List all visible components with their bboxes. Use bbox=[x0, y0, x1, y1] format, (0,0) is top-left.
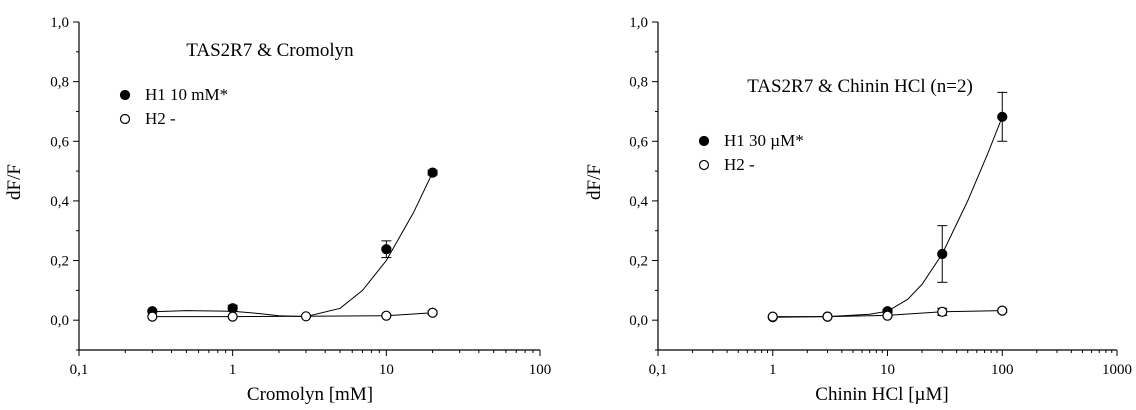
legend-label: H2 - bbox=[724, 155, 755, 174]
x-tick-label: 100 bbox=[529, 362, 552, 378]
data-point-filled bbox=[427, 167, 438, 178]
chart-chinin-hcl: TAS2R7 & Chinin HCl (n=2) Chinin HCl [µM… bbox=[584, 15, 1132, 405]
y-tick-label: 0,4 bbox=[629, 194, 648, 210]
data-point-filled bbox=[997, 111, 1008, 122]
y-tick-label: 0,6 bbox=[629, 134, 648, 150]
x-tick-label: 0,1 bbox=[649, 362, 668, 378]
legend-marker bbox=[698, 159, 710, 171]
x-axis-label: Cromolyn [mM] bbox=[247, 384, 373, 405]
y-tick-label: 0,0 bbox=[629, 313, 648, 329]
chart-title: TAS2R7 & Cromolyn bbox=[186, 40, 354, 61]
x-tick-label: 1000 bbox=[1102, 362, 1132, 378]
legend-label: H2 - bbox=[145, 109, 176, 128]
x-tick-label: 0,1 bbox=[70, 362, 89, 378]
data-point-open bbox=[427, 307, 438, 318]
y-axis-label: dF/F bbox=[4, 164, 25, 200]
data-point-open bbox=[381, 310, 392, 321]
y-tick-label: 0,8 bbox=[629, 75, 648, 91]
data-point-open bbox=[227, 311, 238, 322]
y-axis-label: dF/F bbox=[584, 164, 605, 200]
y-tick-label: 0,6 bbox=[50, 134, 69, 150]
series-curve bbox=[772, 116, 1003, 318]
legend-marker bbox=[119, 113, 131, 125]
data-point-open bbox=[937, 306, 948, 317]
y-tick-label: 1,0 bbox=[50, 15, 69, 31]
data-point-filled bbox=[381, 244, 392, 255]
y-tick-label: 0,8 bbox=[50, 75, 69, 91]
series-curve bbox=[152, 172, 434, 318]
data-point-open bbox=[767, 311, 778, 322]
legend-label: H1 30 µM* bbox=[724, 131, 804, 150]
data-point-filled bbox=[227, 303, 238, 314]
y-tick-label: 1,0 bbox=[629, 15, 648, 31]
y-tick-label: 0,2 bbox=[50, 254, 69, 270]
data-point-open bbox=[147, 311, 158, 322]
legend-marker bbox=[119, 89, 131, 101]
y-tick-label: 0,0 bbox=[50, 313, 69, 329]
x-axis-label: Chinin HCl [µM] bbox=[815, 384, 948, 405]
x-tick-label: 1 bbox=[229, 362, 237, 378]
data-point-open bbox=[300, 311, 312, 322]
x-tick-label: 1 bbox=[769, 362, 777, 378]
x-tick-label: 10 bbox=[880, 362, 895, 378]
y-tick-label: 0,2 bbox=[629, 254, 648, 270]
data-point-open bbox=[822, 311, 833, 322]
y-tick-label: 0,4 bbox=[50, 194, 69, 210]
x-tick-label: 10 bbox=[379, 362, 394, 378]
legend-marker bbox=[698, 135, 710, 147]
data-point-open bbox=[882, 310, 893, 321]
data-point-open bbox=[997, 305, 1008, 316]
chart-cromolyn: TAS2R7 & Cromolyn Cromolyn [mM] dF/F 0,0… bbox=[4, 15, 551, 405]
data-point-filled bbox=[937, 248, 948, 260]
chart-title: TAS2R7 & Chinin HCl (n=2) bbox=[747, 76, 973, 97]
x-tick-label: 100 bbox=[991, 362, 1014, 378]
legend-label: H1 10 mM* bbox=[145, 85, 228, 104]
